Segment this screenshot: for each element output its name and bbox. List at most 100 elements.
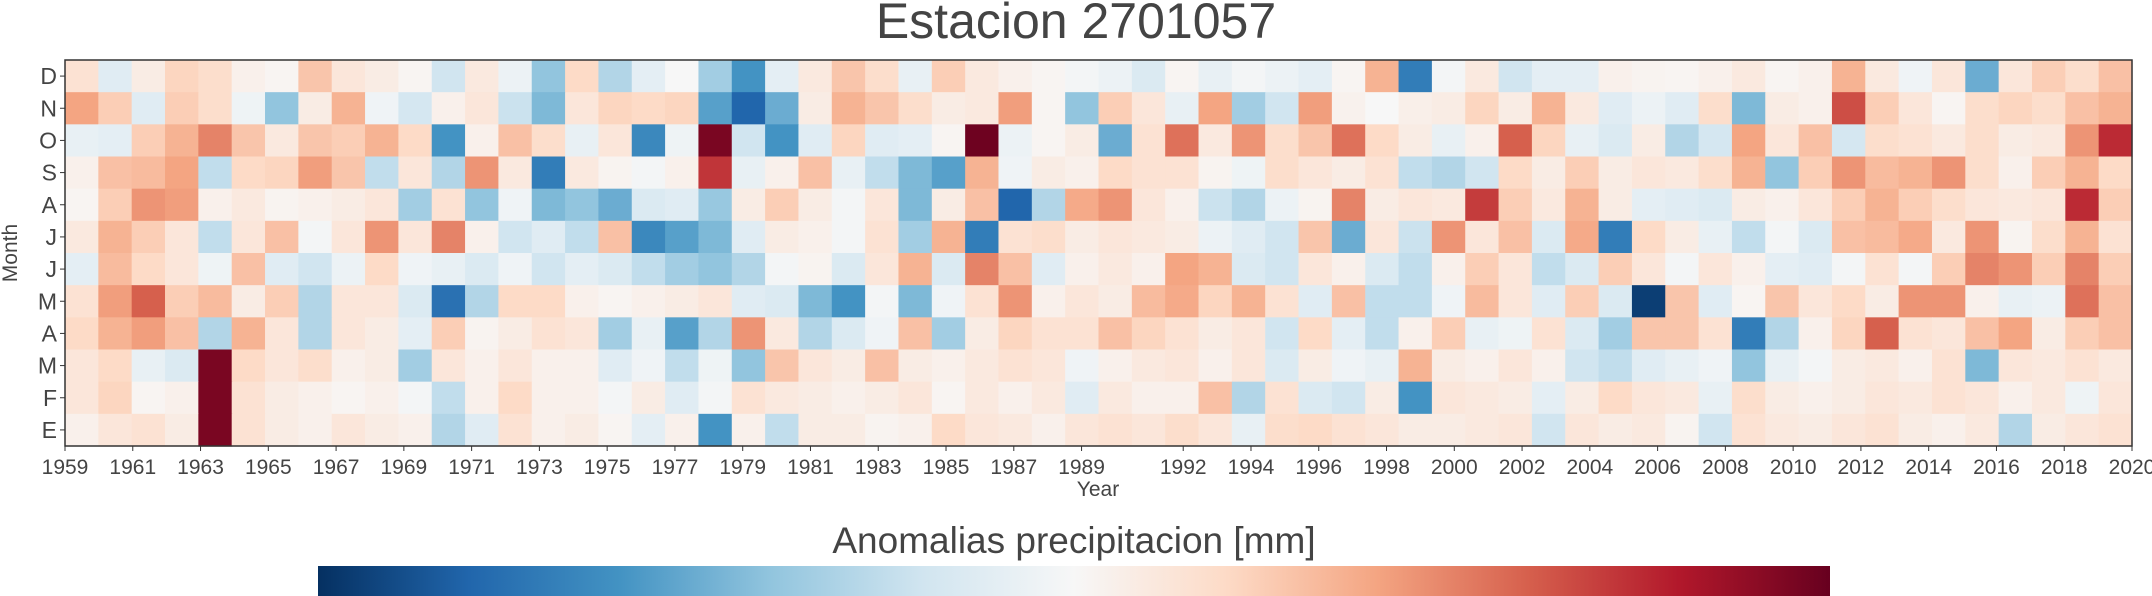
heatmap-cell [131,253,166,286]
heatmap-cell [898,253,933,286]
colorbar-label: Anomalias precipitacion [mm] [832,520,1315,561]
heatmap-cell [531,381,566,415]
heatmap-cell [398,349,433,383]
heatmap-cell [1731,220,1766,254]
heatmap-cell [1465,349,1500,383]
heatmap-cell [631,349,666,383]
heatmap-cell [1365,60,1400,93]
heatmap-cell [1698,349,1733,383]
heatmap-cell [1998,156,2033,190]
heatmap-cell [1131,92,1166,125]
heatmap-cell [1031,188,1066,222]
heatmap-cell [231,317,266,351]
heatmap-cell [1031,220,1066,254]
heatmap-cell [1565,124,1600,158]
heatmap-cell [531,124,566,158]
heatmap-cell [131,188,166,222]
x-tick-label: 1965 [245,456,292,479]
x-tick-label: 2000 [1431,456,1478,479]
heatmap-cell [1998,60,2033,93]
heatmap-cell [1631,60,1666,93]
heatmap-cell [498,220,533,254]
heatmap-cell [231,188,266,222]
heatmap-cell [598,349,633,383]
heatmap-cell [931,220,966,254]
heatmap-cell [1365,92,1400,125]
heatmap-cell [1531,156,1566,190]
heatmap-cell [1931,220,1966,254]
x-tick-label: 2012 [1838,456,1885,479]
heatmap-cell [65,92,99,125]
heatmap-cell [265,413,299,447]
x-tick-label: 2004 [1566,456,1613,479]
heatmap-cell [2065,220,2100,254]
heatmap-cell [365,253,399,286]
heatmap-cell [1498,156,1533,190]
heatmap-cell [465,285,499,318]
heatmap-cell [1531,381,1566,415]
heatmap-cell [1665,285,1700,318]
heatmap-cell [1131,124,1166,158]
heatmap-cell [365,92,399,125]
heatmap-cell [331,413,366,447]
heatmap-cell [965,220,1000,254]
heatmap-cell [1231,92,1266,125]
heatmap-cell [1831,253,1866,286]
heatmap-cell [1331,253,1366,286]
heatmap-cell [1398,60,1433,93]
heatmap-cell [665,349,700,383]
heatmap-cell [1898,60,1933,93]
heatmap-cell [1731,124,1766,158]
heatmap-cell [98,317,133,351]
heatmap-cell [1431,156,1466,190]
heatmap-cell [1031,317,1066,351]
heatmap-cell [1431,285,1466,318]
heatmap-cell [965,413,1000,447]
heatmap-cell [1798,156,1833,190]
heatmap-cell [131,413,166,447]
heatmap-cell [1031,156,1066,190]
heatmap-cell [731,188,766,222]
heatmap-cell [765,124,800,158]
heatmap-cell [1831,156,1866,190]
heatmap-cell [1531,349,1566,383]
heatmap-cell [1265,285,1300,318]
heatmap-cell [698,188,733,222]
heatmap-cell [465,413,499,447]
heatmap-cell [1398,317,1433,351]
heatmap-cell [1631,188,1666,222]
heatmap-cell [1898,381,1933,415]
heatmap-cell [65,124,99,158]
heatmap-cell [1765,220,1800,254]
heatmap-cell [265,253,299,286]
heatmap-cell [465,92,499,125]
heatmap-cell [1198,317,1233,351]
heatmap-cell [731,413,766,447]
heatmap-cell [1565,188,1600,222]
heatmap-cell [131,220,166,254]
heatmap-cell [531,413,566,447]
heatmap-cell [1131,188,1166,222]
heatmap-cell [1131,413,1166,447]
heatmap-cell [331,156,366,190]
heatmap-cell [2098,188,2133,222]
heatmap-cell [298,156,333,190]
heatmap-cell [265,156,299,190]
heatmap-cell [665,413,700,447]
heatmap-cell [631,220,666,254]
heatmap-cell [898,381,933,415]
heatmap-cell [1365,253,1400,286]
heatmap-cell [1698,92,1733,125]
x-tick-label: 1981 [787,456,834,479]
heatmap-cell [798,381,833,415]
heatmap-cell [931,188,966,222]
heatmap-cell [1665,349,1700,383]
heatmap-cell [1331,60,1366,93]
heatmap-cell [1431,253,1466,286]
heatmap-cell [98,253,133,286]
heatmap-cell [198,156,233,190]
heatmap-cell [865,60,900,93]
heatmap-cell [598,220,633,254]
heatmap-cell [998,253,1033,286]
heatmap-cell [198,317,233,351]
